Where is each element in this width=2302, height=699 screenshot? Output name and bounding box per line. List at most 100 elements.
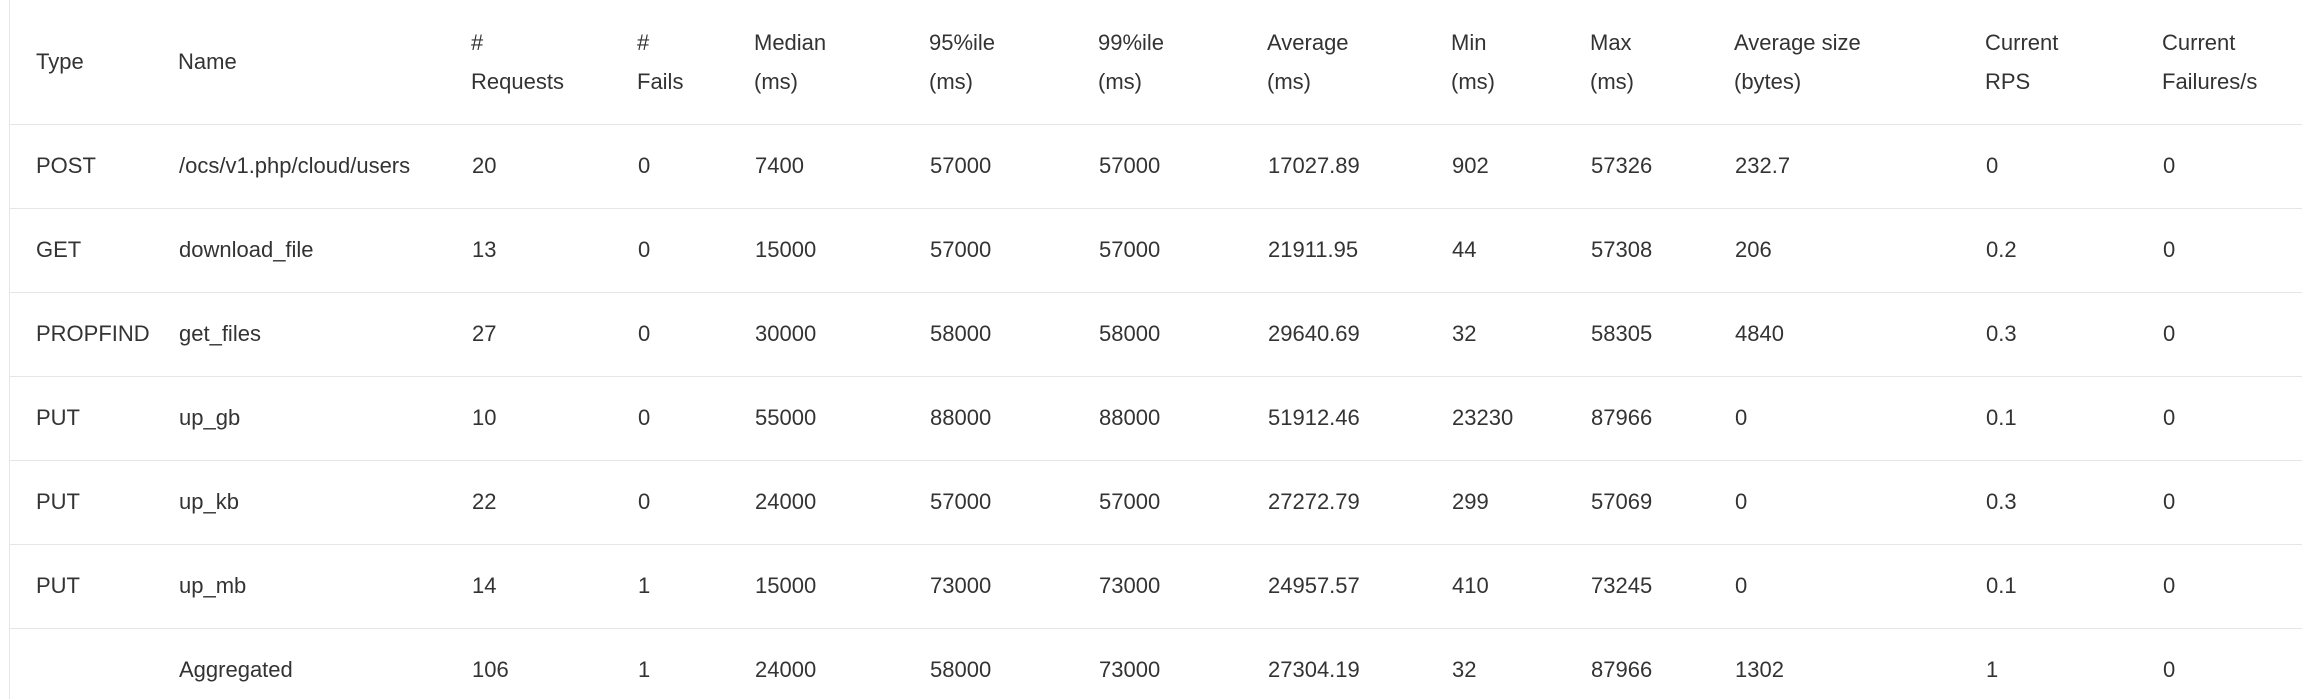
cell-rps: 0.2 bbox=[1985, 208, 2162, 293]
cell-p99: 57000 bbox=[1098, 124, 1267, 209]
header-failures-s[interactable]: Current Failures/s bbox=[2162, 0, 2302, 125]
cell-p99: 73000 bbox=[1098, 544, 1267, 629]
cell-min: 410 bbox=[1451, 544, 1590, 629]
cell-type: PUT bbox=[10, 460, 178, 545]
cell-rps: 0.1 bbox=[1985, 376, 2162, 461]
cell-requests: 22 bbox=[471, 460, 637, 545]
cell-fails: 1 bbox=[638, 657, 651, 683]
header-requests[interactable]: # Requests bbox=[471, 0, 637, 125]
cell-average: 17027.89 bbox=[1267, 124, 1451, 209]
cell-max: 57308 bbox=[1590, 208, 1734, 293]
cell-requests: 27 bbox=[471, 292, 637, 377]
cell-rps: 0 bbox=[1985, 124, 2162, 209]
header-name-label: Name bbox=[178, 49, 237, 75]
header-median-line2: (ms) bbox=[754, 68, 798, 94]
cell-median: 30000 bbox=[754, 292, 929, 377]
cell-min: 44 bbox=[1451, 208, 1590, 293]
cell-requests: 20 bbox=[471, 124, 637, 209]
header-rps-line2: RPS bbox=[1985, 68, 2031, 94]
header-failures-s-line1: Current bbox=[2162, 29, 2236, 55]
cell-failures-s: 0 bbox=[2162, 544, 2302, 629]
cell-p95: 58000 bbox=[930, 657, 992, 683]
cell-avg-size: 0 bbox=[1734, 544, 1985, 629]
table-row: POST /ocs/v1.php/cloud/users 20 0 7400 5… bbox=[10, 124, 2302, 209]
cell-median: 15000 bbox=[754, 544, 929, 629]
cell-max: 87966 bbox=[1591, 657, 1653, 683]
header-rps-line1: Current bbox=[1985, 29, 2059, 55]
header-fails-line2: Fails bbox=[637, 68, 684, 94]
header-rps[interactable]: Current RPS bbox=[1985, 0, 2162, 125]
header-average-line2: (ms) bbox=[1267, 68, 1311, 94]
cell-min: 32 bbox=[1451, 292, 1590, 377]
cell-p99: 73000 bbox=[1099, 657, 1161, 683]
cell-failures-s: 0 bbox=[2163, 657, 2176, 683]
cell-fails: 0 bbox=[637, 460, 754, 545]
cell-min: 32 bbox=[1452, 657, 1477, 683]
cell-fails: 0 bbox=[637, 124, 754, 209]
cell-median: 24000 bbox=[754, 460, 929, 545]
header-requests-line1: # bbox=[471, 29, 484, 55]
header-avg-size[interactable]: Average size (bytes) bbox=[1734, 0, 1985, 125]
cell-avg-size: 206 bbox=[1734, 208, 1985, 293]
table-row: GET download_file 13 0 15000 57000 57000… bbox=[10, 208, 2302, 293]
cell-average: 27272.79 bbox=[1267, 460, 1451, 545]
cell-avg-size: 0 bbox=[1734, 376, 1985, 461]
cell-type: PUT bbox=[10, 376, 178, 461]
cell-p99: 57000 bbox=[1098, 460, 1267, 545]
header-avg-size-line2: (bytes) bbox=[1734, 68, 1802, 94]
aggregated-row: Aggregated 106 1 24000 58000 73000 27304… bbox=[10, 628, 2302, 699]
cell-rps: 0.1 bbox=[1985, 544, 2162, 629]
cell-median: 15000 bbox=[754, 208, 929, 293]
header-p99-line2: (ms) bbox=[1098, 68, 1142, 94]
table-row: PUT up_mb 14 1 15000 73000 73000 24957.5… bbox=[10, 544, 2302, 629]
cell-name: get_files bbox=[178, 292, 471, 377]
cell-avg-size: 4840 bbox=[1734, 292, 1985, 377]
cell-type: PUT bbox=[10, 544, 178, 629]
header-average[interactable]: Average (ms) bbox=[1267, 0, 1451, 125]
cell-failures-s: 0 bbox=[2162, 208, 2302, 293]
header-fails[interactable]: # Fails bbox=[637, 0, 754, 125]
cell-min: 902 bbox=[1451, 124, 1590, 209]
cell-requests: 13 bbox=[471, 208, 637, 293]
cell-type: GET bbox=[10, 208, 178, 293]
cell-failures-s: 0 bbox=[2162, 460, 2302, 545]
cell-avg-size: 1302 bbox=[1735, 657, 1784, 683]
cell-rps: 0.3 bbox=[1985, 460, 2162, 545]
cell-fails: 0 bbox=[637, 376, 754, 461]
cell-failures-s: 0 bbox=[2162, 376, 2302, 461]
cell-p95: 57000 bbox=[929, 208, 1098, 293]
cell-requests: 10 bbox=[471, 376, 637, 461]
cell-p95: 58000 bbox=[929, 292, 1098, 377]
cell-failures-s: 0 bbox=[2162, 124, 2302, 209]
cell-p99: 57000 bbox=[1098, 208, 1267, 293]
cell-rps: 0.3 bbox=[1985, 292, 2162, 377]
cell-p95: 88000 bbox=[929, 376, 1098, 461]
cell-type: PROPFIND bbox=[10, 292, 178, 377]
cell-average: 27304.19 bbox=[1268, 657, 1360, 683]
cell-min: 299 bbox=[1451, 460, 1590, 545]
cell-fails: 1 bbox=[637, 544, 754, 629]
cell-max: 57069 bbox=[1590, 460, 1734, 545]
table-row: PROPFIND get_files 27 0 30000 58000 5800… bbox=[10, 292, 2302, 377]
cell-requests: 106 bbox=[472, 657, 509, 683]
cell-fails: 0 bbox=[637, 292, 754, 377]
header-p95-line2: (ms) bbox=[929, 68, 973, 94]
header-requests-line2: Requests bbox=[471, 68, 564, 94]
cell-name: /ocs/v1.php/cloud/users bbox=[178, 124, 471, 209]
header-median-line1: Median bbox=[754, 29, 827, 55]
header-min[interactable]: Min (ms) bbox=[1451, 0, 1590, 125]
header-name[interactable]: Name bbox=[178, 0, 471, 125]
cell-name: up_mb bbox=[178, 544, 471, 629]
cell-rps: 1 bbox=[1986, 657, 1999, 683]
header-max[interactable]: Max (ms) bbox=[1590, 0, 1734, 125]
header-failures-s-line2: Failures/s bbox=[2162, 68, 2258, 94]
cell-name: download_file bbox=[178, 208, 471, 293]
header-p99[interactable]: 99%ile (ms) bbox=[1098, 0, 1267, 125]
cell-p99: 88000 bbox=[1098, 376, 1267, 461]
header-p95[interactable]: 95%ile (ms) bbox=[929, 0, 1098, 125]
cell-name: Aggregated bbox=[179, 657, 293, 683]
cell-p95: 73000 bbox=[929, 544, 1098, 629]
header-average-line1: Average bbox=[1267, 29, 1349, 55]
header-median[interactable]: Median (ms) bbox=[754, 0, 929, 125]
header-type[interactable]: Type bbox=[10, 0, 178, 125]
